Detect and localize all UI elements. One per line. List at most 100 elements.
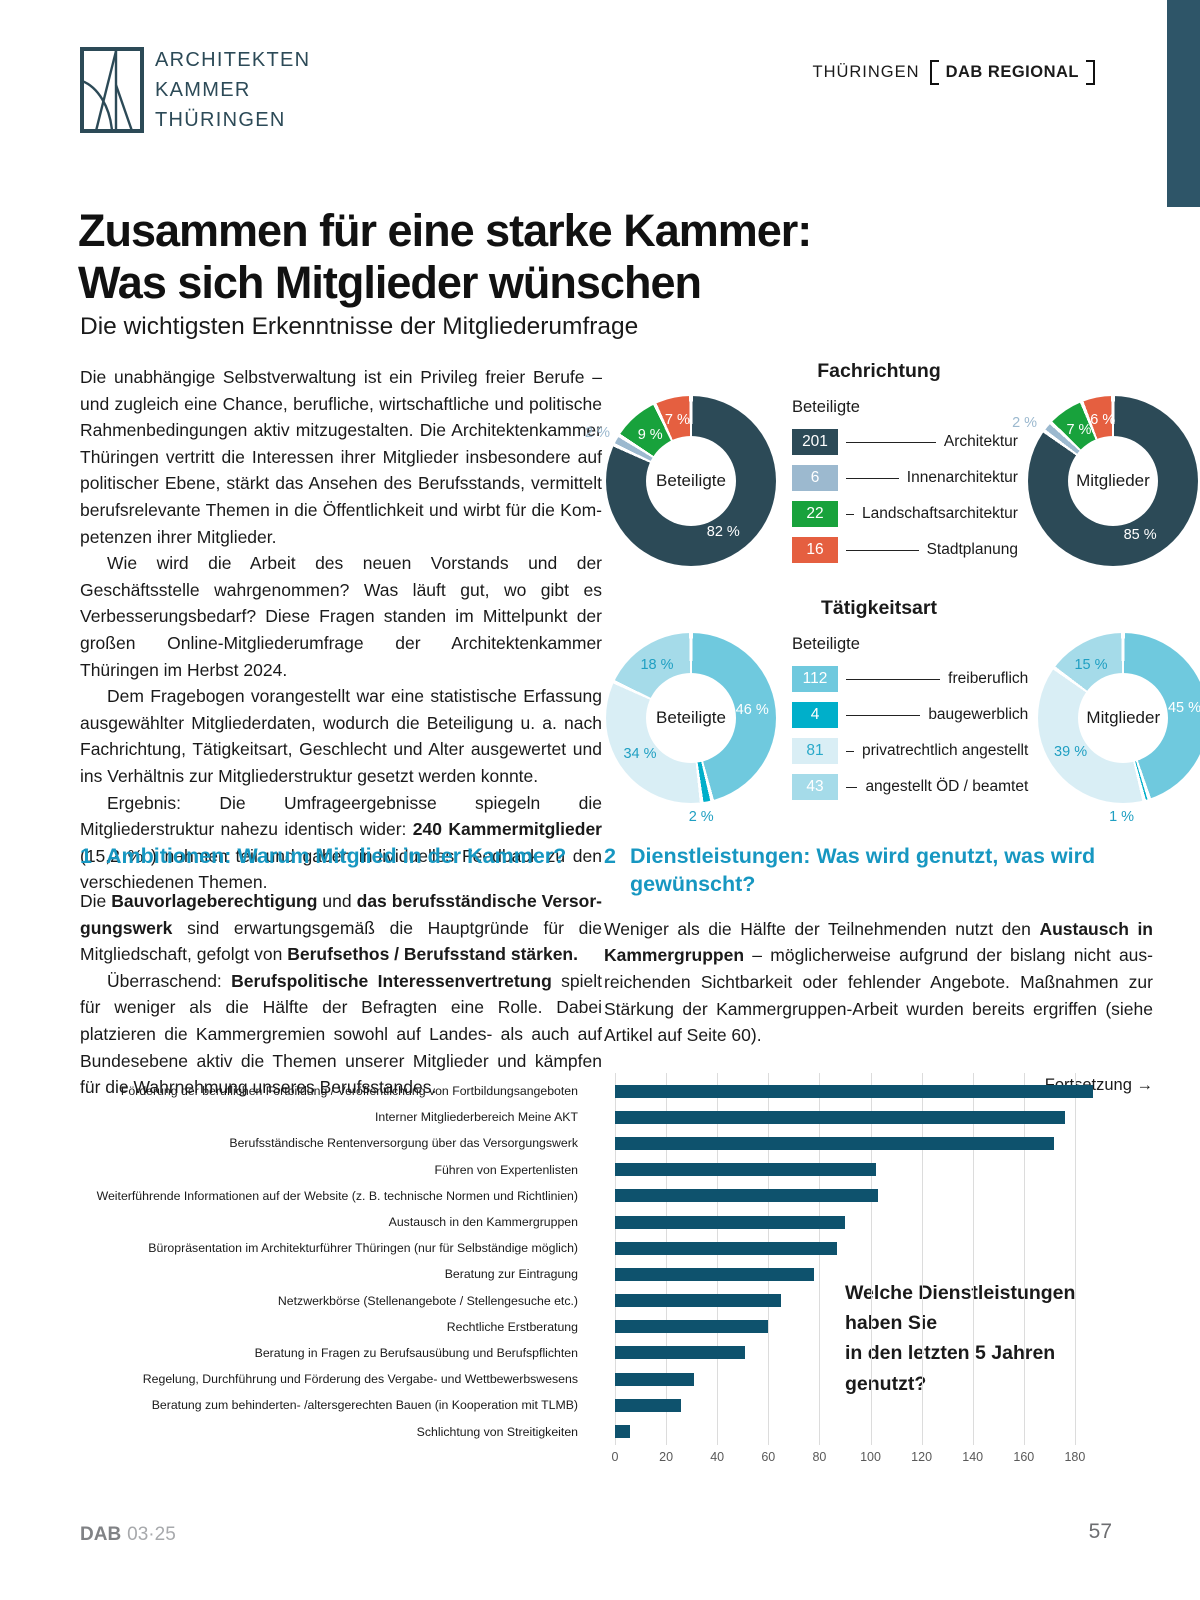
bar-row — [615, 1418, 1120, 1444]
x-tick-label: 0 — [611, 1449, 619, 1464]
donut-taetigkeitsart-mitglieder: Mitglieder 45 % 1 % 39 % 15 % — [1038, 633, 1200, 825]
bar-row — [615, 1104, 1120, 1130]
corner-band — [1167, 0, 1200, 207]
legend-value-box: 81 — [792, 738, 838, 764]
x-tick-label: 20 — [659, 1449, 674, 1464]
legend-taetigkeitsart: Beteiligte 112 freiberuflich 4 baugewerblich… — [776, 633, 1038, 810]
section-ambitionen: 1 Ambitionen: Warum Mitglied in der Kamm… — [80, 843, 602, 1101]
section-2-heading: 2 Dienstleistungen: Was wird genutzt, wa… — [604, 844, 1096, 896]
donut-taetigkeitsart-beteiligte: Beteiligte 46 % 2 % 34 % 18 % — [606, 633, 776, 825]
donut-percent-label: 34 % — [623, 745, 657, 762]
masthead-edition: DAB REGIONAL — [945, 63, 1079, 81]
bar-chart-question: Welche Dienstleistungen haben Sie in den… — [845, 1282, 1076, 1395]
bar — [615, 1215, 845, 1229]
donut-percent-label: 1 % — [1109, 808, 1135, 825]
taetigkeitsart-chart: Tätigkeitsart Beteiligte 46 % 2 % 34 % 18 % … — [606, 597, 1200, 825]
legend-item: 22 Landschaftsarchitektur — [792, 501, 1018, 527]
intro-paragraph: Ergebnis: Die Umfrageergebnisse spiegeln… — [80, 792, 602, 893]
footer-issue: DAB 03·25 — [80, 1524, 176, 1546]
legend-item: 201 Architektur — [792, 429, 1018, 455]
gridline — [666, 1073, 668, 1445]
bar-row — [615, 1183, 1120, 1209]
bar-row — [615, 1261, 1120, 1287]
section-2-paragraph: Weniger als die Hälfte der Teilnehmenden… — [604, 918, 1153, 1046]
donut-percent-label: 2 % — [585, 425, 610, 442]
legend-fachrichtung: Beteiligte 201 Architektur 6 Innenarchitektu… — [776, 396, 1028, 573]
bar — [615, 1425, 631, 1439]
legend-value-box: 16 — [792, 537, 838, 563]
legend-label: baugewerblich — [928, 706, 1029, 723]
x-tick-label: 60 — [761, 1449, 776, 1464]
intro-text: Die unabhängige Selbstverwaltung ist ein… — [80, 364, 602, 896]
chart-title-fachrichtung: Fachrichtung — [817, 360, 941, 382]
gridline — [819, 1073, 821, 1445]
logo-line-1: ARCHITEKTEN — [155, 49, 311, 71]
logo-line-3: THÜRINGEN — [155, 109, 286, 131]
donut-percent-label: 85 % — [1123, 527, 1157, 544]
page-title: Zusammen für eine starke Kammer: Was sic… — [78, 205, 812, 309]
bar-chart-plot: Welche Dienstleistungen haben Sie in den… — [615, 1073, 1120, 1445]
donut-fachrichtung-beteiligte: Beteiligte 82 % 2 % 9 % 7 % — [585, 396, 776, 566]
chamber-logo: ARCHITEKTEN KAMMER THÜRINGEN — [80, 47, 310, 133]
gridline — [1074, 1073, 1076, 1445]
page-number: 57 — [1088, 1520, 1112, 1543]
survey-charts-panel: Fachrichtung Beteiligte 82 % 2 % 9 % 7 % Bet… — [585, 360, 1200, 825]
legend-value-box: 4 — [792, 702, 838, 728]
bar — [615, 1084, 1093, 1098]
chamber-logo-icon — [80, 47, 144, 133]
legend-value-box: 43 — [792, 774, 838, 800]
bar-label: Beratung in Fragen zu Berufsausübung und… — [254, 1345, 578, 1360]
bar — [615, 1346, 746, 1360]
legend-item: 6 Innenarchitektur — [792, 465, 1018, 491]
bar-label: Schlichtung von Streitigkeiten — [416, 1424, 578, 1439]
donut-percent-label: 15 % — [1074, 657, 1108, 674]
legend-label: Landschaftsarchitektur — [862, 505, 1018, 522]
right-bracket — [1086, 60, 1095, 85]
section-1-paragraph: Die Bauvorlageberechtigung und das beruf… — [80, 890, 602, 965]
donut-percent-label: 6 % — [1090, 411, 1116, 428]
gridline — [870, 1073, 872, 1445]
legend-label: privatrechtlich angestellt — [862, 742, 1029, 759]
legend-connector-line — [846, 714, 921, 716]
bar — [615, 1294, 782, 1308]
gridline — [921, 1073, 923, 1445]
intro-paragraph: Dem Fragebogen vorangestellt war eine st… — [80, 686, 602, 786]
gridline — [615, 1073, 616, 1445]
legend-connector-line — [846, 441, 936, 443]
bar-label: Förderung der beruflichen Fortbildung / … — [120, 1084, 578, 1099]
bar-row — [615, 1078, 1120, 1104]
intro-paragraph: Wie wird die Arbeit des neuen Vorstands … — [80, 553, 602, 680]
bar-row — [615, 1314, 1120, 1340]
legend-label: Architektur — [943, 433, 1018, 450]
x-tick-label: 80 — [812, 1449, 827, 1464]
legend-item: 112 freiberuflich — [792, 666, 1028, 692]
donut-percent-label: 9 % — [637, 427, 663, 444]
bar — [615, 1320, 769, 1334]
legend-value-box: 22 — [792, 501, 838, 527]
donut-percent-label: 7 % — [664, 411, 690, 428]
x-tick-label: 140 — [962, 1449, 984, 1464]
masthead: THÜRINGEN DAB REGIONAL — [812, 60, 1095, 85]
donut-percent-label: 39 % — [1054, 744, 1088, 760]
bar — [615, 1267, 815, 1281]
bar — [615, 1163, 876, 1177]
bar-row — [615, 1157, 1120, 1183]
bar-label: Beratung zum behinderten- /altersgerecht… — [151, 1398, 578, 1413]
donut-percent-label: 2 % — [688, 808, 714, 825]
donut-percent-label: 7 % — [1066, 422, 1092, 438]
bar-label: Austausch in den Kammergruppen — [388, 1215, 578, 1230]
x-tick-label: 40 — [710, 1449, 725, 1464]
fachrichtung-chart: Fachrichtung Beteiligte 82 % 2 % 9 % 7 % Bet… — [585, 360, 1198, 573]
bar-label: Rechtliche Erstberatung — [446, 1319, 578, 1334]
legend-item: 43 angestellt ÖD / beamtet — [792, 774, 1028, 800]
legend-connector-line — [846, 750, 854, 752]
bar-label: Interner Mitgliederbereich Meine AKT — [375, 1110, 578, 1125]
bar — [615, 1372, 695, 1386]
bar-label: Weiterführende Informationen auf der Web… — [96, 1188, 578, 1203]
bar-chart-x-axis: 0 20 40 60 80 100 120 140 160 180 — [611, 1445, 1120, 1467]
legend-value-box: 112 — [792, 666, 838, 692]
bar-label: Führen von Expertenlisten — [434, 1162, 578, 1177]
gridline — [1023, 1073, 1025, 1445]
legend-label: Innenarchitektur — [906, 469, 1018, 486]
